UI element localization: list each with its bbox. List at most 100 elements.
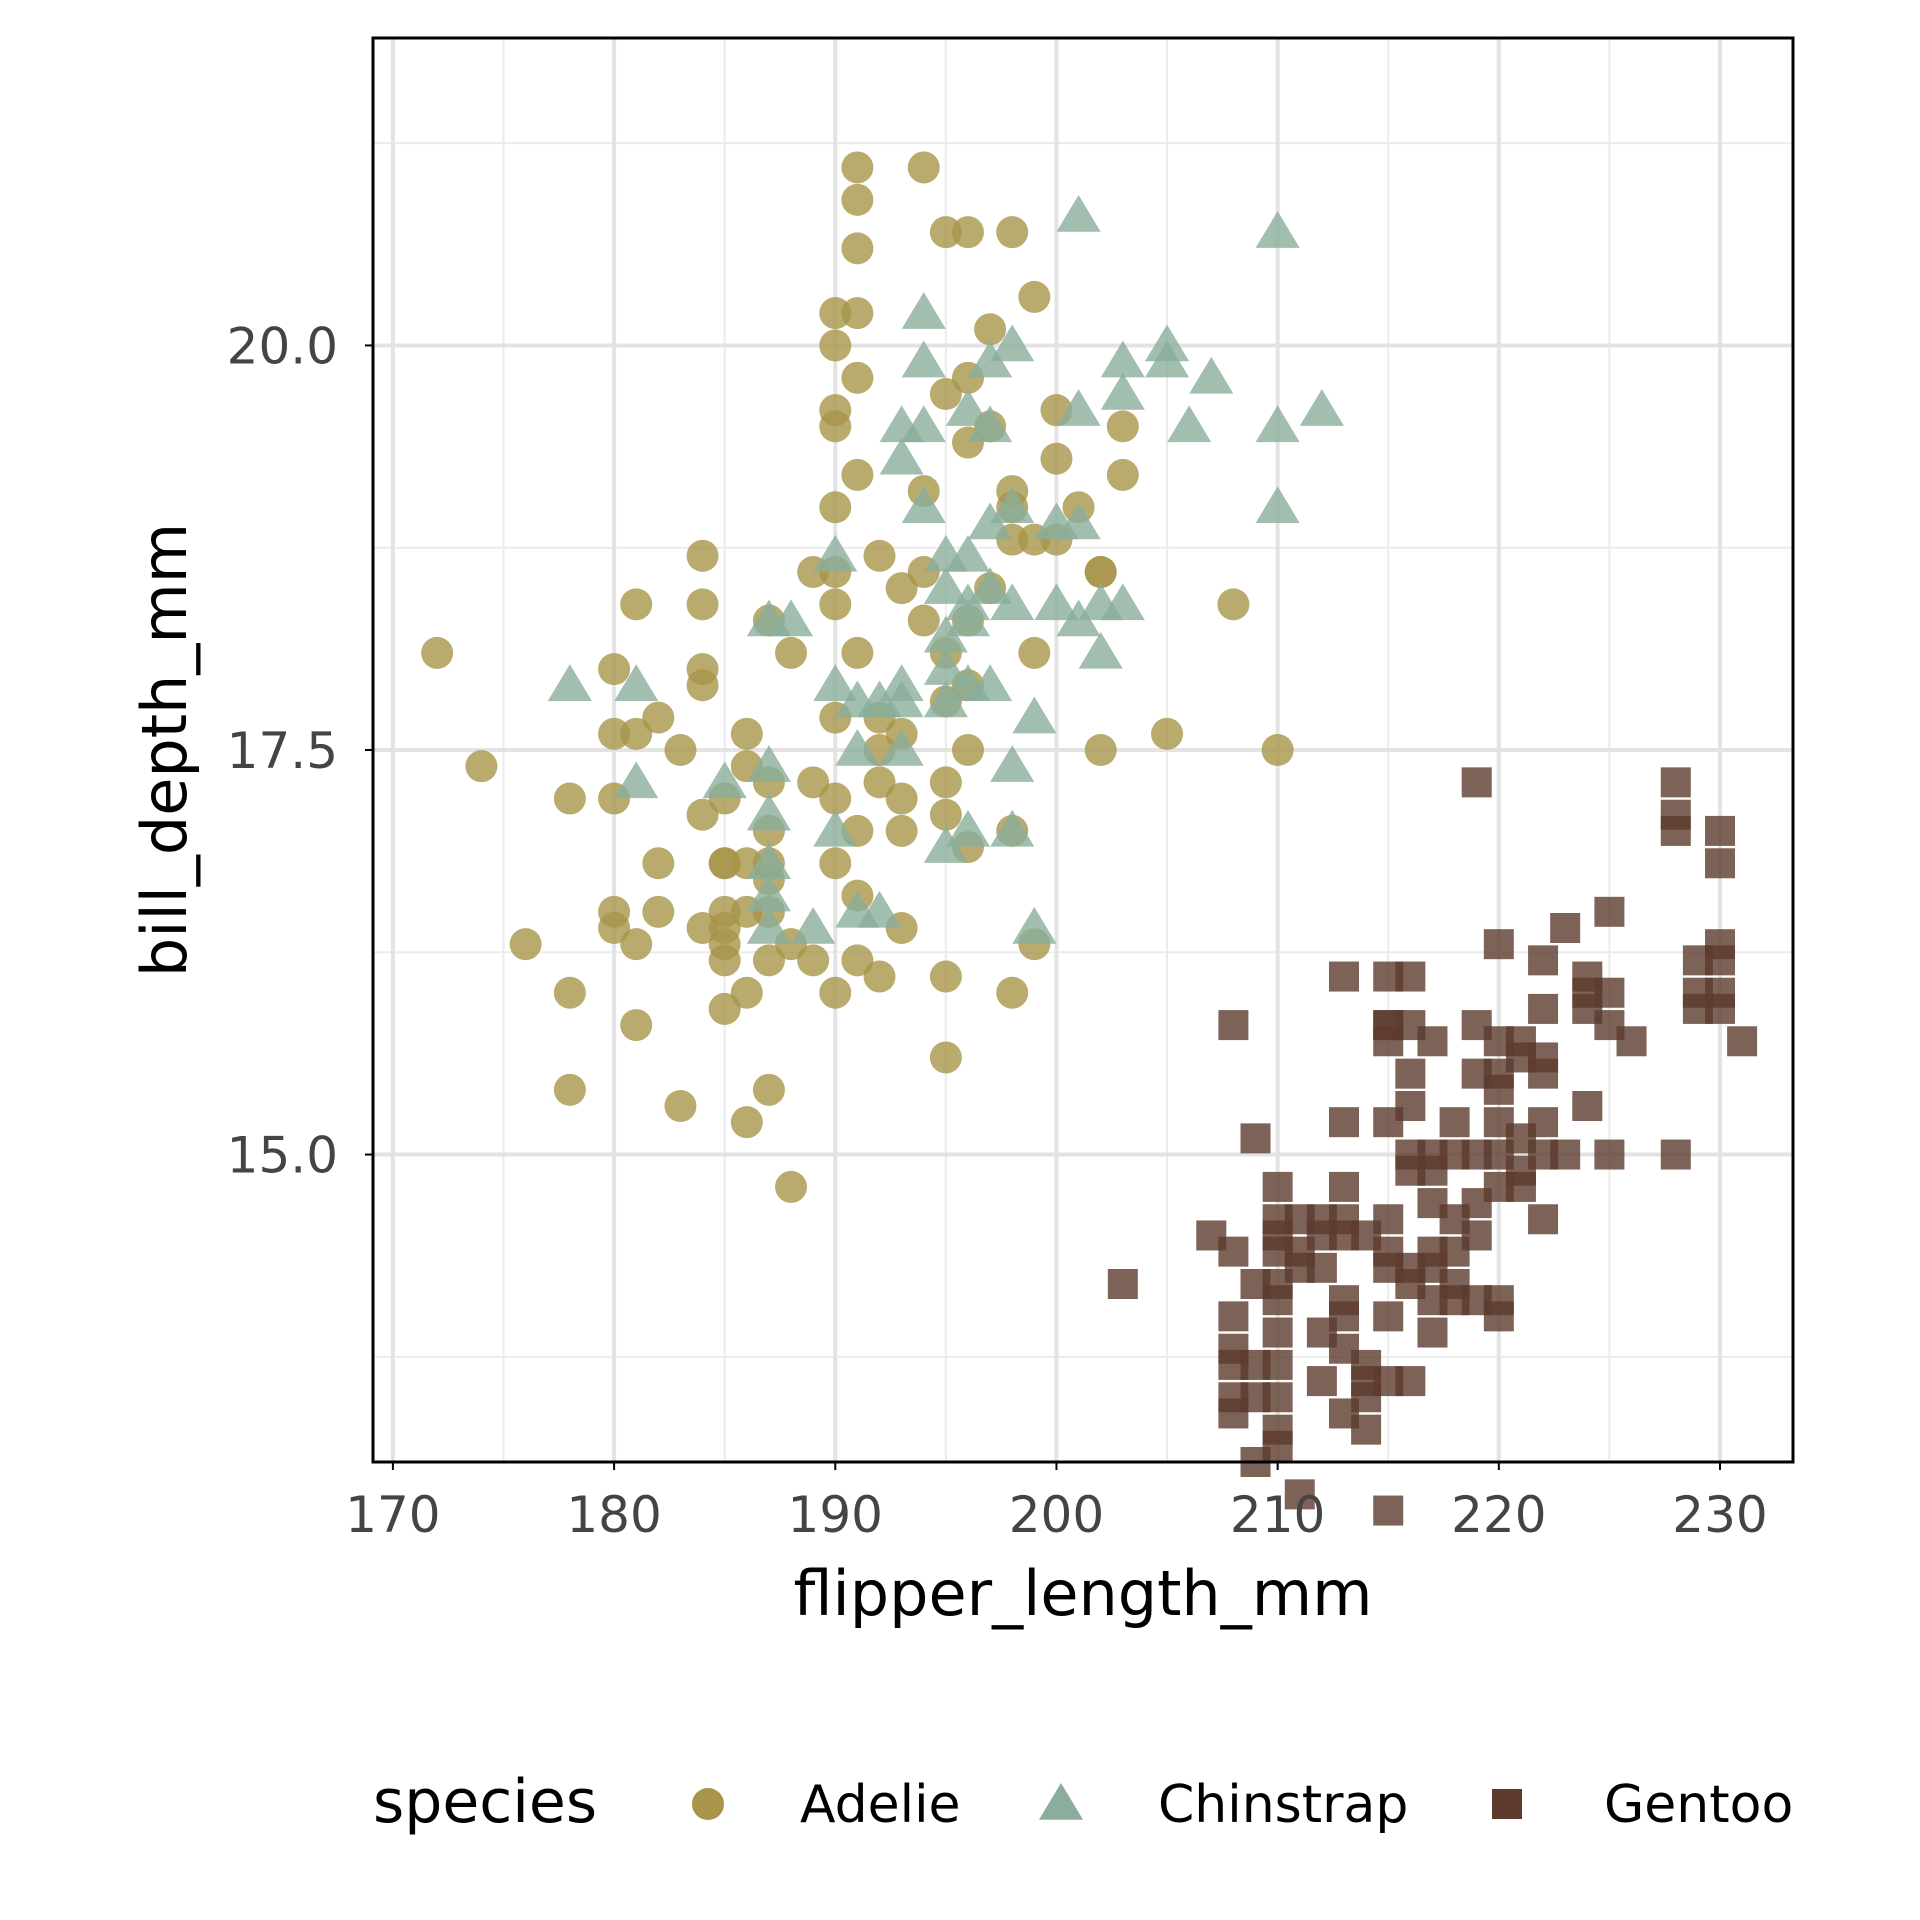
data-point-gentoo	[1505, 1155, 1536, 1186]
data-point-chinstrap	[1056, 599, 1101, 637]
legend-key-adelie	[692, 1788, 724, 1820]
data-point-gentoo	[1660, 815, 1691, 846]
data-point-chinstrap	[768, 599, 814, 637]
data-point-adelie	[553, 976, 586, 1009]
legend-key-chinstrap	[1038, 1783, 1084, 1820]
data-point-chinstrap	[968, 664, 1013, 702]
data-point-gentoo	[1262, 1382, 1293, 1413]
data-point-gentoo	[1262, 1171, 1293, 1202]
data-point-adelie	[664, 734, 697, 766]
data-point-adelie	[686, 588, 719, 621]
data-point-gentoo	[1594, 896, 1625, 927]
data-point-gentoo	[1528, 1107, 1559, 1138]
data-point-gentoo	[1373, 1010, 1404, 1041]
data-point-adelie	[841, 232, 874, 265]
data-point-adelie	[708, 847, 741, 880]
data-point-chinstrap	[945, 389, 991, 426]
data-point-chinstrap	[746, 907, 791, 944]
data-point-adelie	[819, 394, 852, 427]
y-axis-title: bill_depth_mm	[128, 523, 201, 977]
data-point-gentoo	[1705, 993, 1736, 1024]
data-point-gentoo	[1528, 993, 1559, 1024]
data-point-chinstrap	[990, 583, 1035, 621]
x-tick-label: 210	[1230, 1486, 1325, 1544]
gridlines	[373, 38, 1793, 1462]
data-point-chinstrap	[1255, 405, 1300, 443]
data-point-chinstrap	[1100, 583, 1145, 621]
data-point-adelie	[686, 539, 719, 572]
data-point-gentoo	[1705, 848, 1736, 879]
series-chinstrap	[547, 195, 1344, 944]
data-point-chinstrap	[746, 745, 791, 782]
data-point-adelie	[642, 895, 675, 928]
data-point-adelie	[863, 766, 896, 799]
data-point-adelie	[996, 976, 1029, 1009]
data-point-chinstrap	[813, 534, 858, 572]
data-point-adelie	[841, 944, 874, 977]
data-point-chinstrap	[945, 583, 991, 621]
data-point-adelie	[841, 151, 874, 184]
data-point-adelie	[841, 458, 874, 491]
data-point-adelie	[841, 183, 874, 216]
data-point-chinstrap	[901, 292, 946, 329]
data-point-chinstrap	[614, 761, 659, 799]
data-point-gentoo	[1306, 1317, 1337, 1348]
data-point-adelie	[752, 1073, 785, 1106]
data-point-adelie	[620, 717, 653, 750]
data-point-chinstrap	[968, 405, 1013, 443]
data-point-adelie	[775, 1170, 808, 1203]
data-point-adelie	[951, 216, 984, 249]
data-point-adelie	[996, 216, 1029, 249]
data-point-adelie	[907, 151, 940, 184]
data-points	[421, 151, 1758, 1526]
legend-title: species	[373, 1767, 597, 1837]
data-point-chinstrap	[923, 826, 968, 863]
data-point-chinstrap	[1012, 696, 1057, 734]
data-point-chinstrap	[702, 761, 747, 799]
data-point-gentoo	[1395, 1091, 1426, 1121]
data-point-adelie	[465, 750, 498, 783]
data-point-adelie	[819, 297, 852, 330]
x-tick-label: 170	[345, 1486, 440, 1544]
data-point-chinstrap	[1012, 907, 1057, 944]
data-point-chinstrap	[813, 809, 858, 847]
data-point-adelie	[1018, 280, 1051, 313]
data-point-adelie	[686, 798, 719, 831]
y-tick-label: 20.0	[227, 317, 338, 375]
data-point-gentoo	[1660, 1139, 1691, 1170]
data-point-gentoo	[1284, 1236, 1315, 1267]
data-point-chinstrap	[857, 890, 902, 928]
data-point-gentoo	[1616, 1026, 1647, 1057]
data-point-gentoo	[1218, 1301, 1249, 1332]
data-point-chinstrap	[879, 437, 924, 475]
data-point-gentoo	[1705, 945, 1736, 976]
legend-label-gentoo: Gentoo	[1604, 1775, 1793, 1835]
data-point-adelie	[819, 329, 852, 362]
data-point-gentoo	[1218, 1236, 1249, 1267]
data-point-gentoo	[1107, 1269, 1138, 1299]
data-point-adelie	[929, 798, 962, 831]
data-point-adelie	[797, 766, 830, 799]
data-point-chinstrap	[746, 842, 791, 880]
data-point-gentoo	[1417, 1317, 1448, 1348]
data-point-gentoo	[1395, 1058, 1426, 1089]
data-point-chinstrap	[990, 809, 1035, 847]
data-point-gentoo	[1218, 1010, 1249, 1041]
data-point-adelie	[1261, 734, 1294, 766]
data-point-adelie	[929, 960, 962, 993]
data-point-adelie	[642, 847, 675, 880]
data-point-adelie	[819, 491, 852, 524]
data-point-chinstrap	[990, 745, 1035, 782]
data-point-gentoo	[1439, 1107, 1470, 1138]
data-point-chinstrap	[1100, 340, 1145, 378]
data-point-adelie	[863, 539, 896, 572]
data-point-chinstrap	[990, 486, 1035, 524]
data-point-chinstrap	[614, 664, 659, 702]
data-point-adelie	[819, 976, 852, 1009]
data-point-adelie	[885, 782, 918, 815]
data-point-gentoo	[1594, 1139, 1625, 1170]
data-point-chinstrap	[968, 502, 1013, 540]
data-point-gentoo	[1351, 1414, 1382, 1445]
data-point-chinstrap	[901, 405, 946, 443]
